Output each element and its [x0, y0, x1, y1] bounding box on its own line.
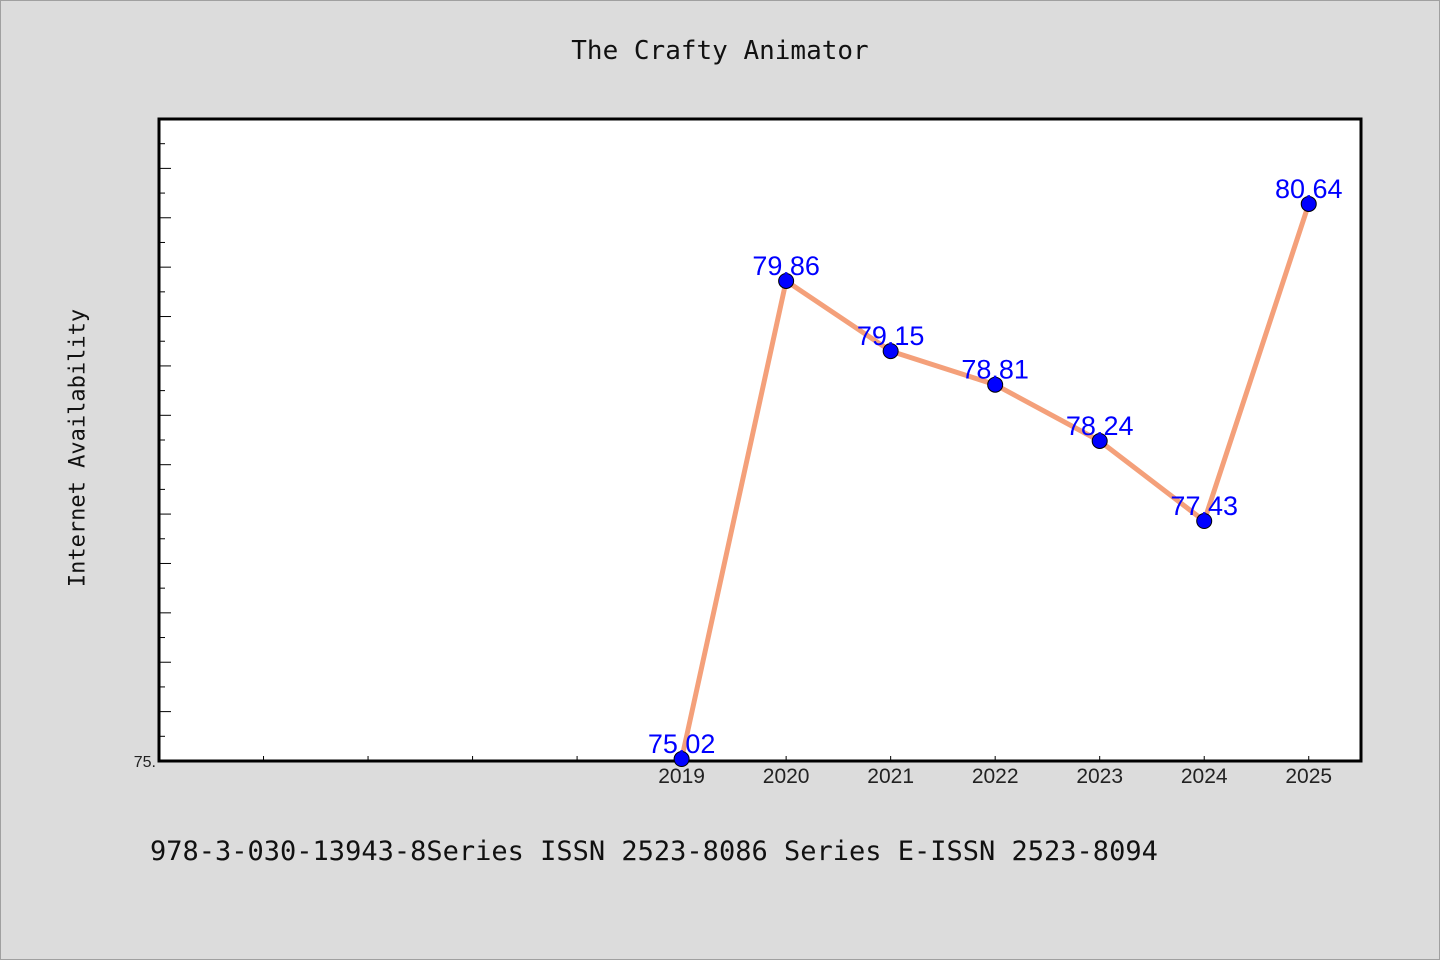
data-label: 78.81	[961, 355, 1029, 385]
chart-title: The Crafty Animator	[571, 36, 869, 66]
data-point	[1091, 432, 1108, 449]
data-point	[987, 376, 1004, 393]
data-point	[1196, 512, 1213, 529]
x-axis-ticks: 2019 2020 2021 2022 2023 2024 2025	[158, 756, 1332, 788]
plot-area	[157, 117, 1363, 763]
data-point	[1300, 195, 1317, 212]
series-layer: 75.02 79.86 79.15 78.81 78.24 77.43 80.64	[648, 174, 1343, 768]
data-label: 77.43	[1170, 491, 1238, 521]
data-label: 80.64	[1275, 174, 1343, 204]
data-point	[778, 272, 795, 289]
x-tick-label: 2022	[972, 765, 1019, 788]
data-label: 78.24	[1066, 411, 1134, 441]
x-tick-label: 2023	[1076, 765, 1123, 788]
x-tick-label: 2021	[867, 765, 914, 788]
x-tick-label: 2019	[658, 765, 705, 788]
x-tick-label: 2025	[1285, 765, 1332, 788]
y-tick-label: 75.	[134, 754, 156, 771]
x-tick-label: 2020	[763, 765, 810, 788]
data-point	[882, 343, 899, 360]
y-axis-ticks: 75.	[134, 118, 171, 771]
data-point	[673, 751, 690, 768]
data-label: 79.86	[752, 251, 820, 281]
x-tick-label: 2024	[1181, 765, 1228, 788]
data-label: 79.15	[857, 321, 925, 351]
data-label: 75.02	[648, 729, 716, 759]
footer-isbn-text: 978-3-030-13943-8Series ISSN 2523-8086 S…	[150, 836, 1158, 867]
